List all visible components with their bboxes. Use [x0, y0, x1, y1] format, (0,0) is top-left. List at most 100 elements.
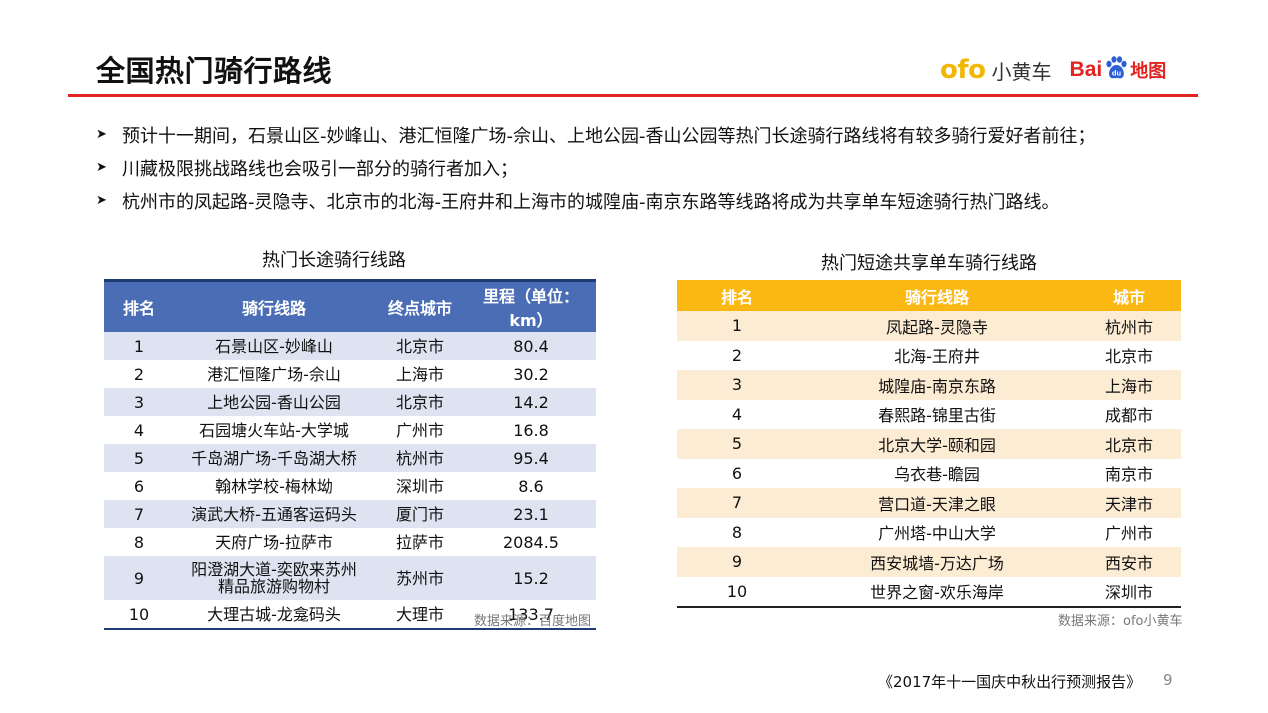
- arrow-bullet-icon: ➤: [96, 160, 107, 175]
- route-cell: 天府广场-拉萨市: [174, 528, 374, 556]
- short-table-caption: 热门短途共享单车骑行线路: [821, 253, 1037, 274]
- table-row: 5 千岛湖广场-千岛湖大桥 杭州市 95.4: [104, 444, 596, 472]
- rank-cell: 9: [104, 556, 174, 600]
- city-cell: 北京市: [1077, 429, 1181, 459]
- rank-cell: 8: [677, 517, 797, 547]
- bullet-item: ➤ 杭州市的凤起路-灵隐寺、北京市的北海-王府井和上海市的城隍庙-南京东路等线路…: [96, 184, 1216, 217]
- route-cell: 千岛湖广场-千岛湖大桥: [174, 444, 374, 472]
- city-cell: 杭州市: [374, 444, 466, 472]
- ofo-logo: ofo: [940, 55, 986, 85]
- route-cell: 广州塔-中山大学: [797, 517, 1077, 547]
- city-cell: 厦门市: [374, 500, 466, 528]
- table-row: 2 港汇恒隆广场-佘山 上海市 30.2: [104, 360, 596, 388]
- distance-cell: 133.7: [466, 600, 596, 629]
- route-cell: 营口道-天津之眼: [797, 488, 1077, 518]
- table-row: 9 西安城墙-万达广场 西安市: [677, 547, 1181, 577]
- rank-cell: 1: [104, 332, 174, 360]
- distance-cell: 30.2: [466, 360, 596, 388]
- city-cell: 深圳市: [1077, 576, 1181, 607]
- arrow-bullet-icon: ➤: [96, 127, 107, 142]
- city-cell: 北京市: [374, 332, 466, 360]
- ofo-logo-cn: 小黄车: [991, 59, 1052, 84]
- route-cell: 港汇恒隆广场-佘山: [174, 360, 374, 388]
- distance-cell: 16.8: [466, 416, 596, 444]
- distance-cell: 2084.5: [466, 528, 596, 556]
- table-header-row: 排名 骑行线路 终点城市 里程（单位：km）: [104, 280, 596, 332]
- baidu-logo-du: du: [1112, 69, 1122, 78]
- table-header-row: 排名 骑行线路 城市: [677, 280, 1181, 311]
- short-route-table: 排名 骑行线路 城市 1 凤起路-灵隐寺 杭州市 2 北海-王府井 北京市 3 城隍庙-南京东…: [677, 280, 1181, 608]
- route-cell: 上地公园-香山公园: [174, 388, 374, 416]
- table-row: 6 翰林学校-梅林坳 深圳市 8.6: [104, 472, 596, 500]
- rank-cell: 4: [104, 416, 174, 444]
- rank-cell: 10: [104, 600, 174, 629]
- rank-cell: 1: [677, 311, 797, 341]
- rank-cell: 4: [677, 399, 797, 429]
- column-header: 排名: [677, 280, 797, 311]
- distance-cell: 80.4: [466, 332, 596, 360]
- table-row: 7 营口道-天津之眼 天津市: [677, 488, 1181, 518]
- city-cell: 成都市: [1077, 399, 1181, 429]
- table-row: 10 世界之窗-欢乐海岸 深圳市: [677, 576, 1181, 607]
- route-cell: 乌衣巷-瞻园: [797, 458, 1077, 488]
- route-cell: 石园塘火车站-大学城: [174, 416, 374, 444]
- table-row: 5 北京大学-颐和园 北京市: [677, 429, 1181, 459]
- rank-cell: 2: [104, 360, 174, 388]
- table-row: 4 春熙路-锦里古街 成都市: [677, 399, 1181, 429]
- column-header: 骑行线路: [797, 280, 1077, 311]
- rank-cell: 6: [677, 458, 797, 488]
- rank-cell: 2: [677, 340, 797, 370]
- route-cell: 阳澄湖大道-奕欧来苏州精品旅游购物村: [174, 556, 374, 600]
- table-row: 1 凤起路-灵隐寺 杭州市: [677, 311, 1181, 341]
- baidu-paw-icon: du: [1103, 55, 1129, 81]
- long-table-source: 数据来源：百度地图: [474, 614, 592, 629]
- route-cell: 翰林学校-梅林坳: [174, 472, 374, 500]
- rank-cell: 7: [104, 500, 174, 528]
- table-row: 3 城隍庙-南京东路 上海市: [677, 370, 1181, 400]
- city-cell: 拉萨市: [374, 528, 466, 556]
- table-row: 4 石园塘火车站-大学城 广州市 16.8: [104, 416, 596, 444]
- distance-cell: 23.1: [466, 500, 596, 528]
- route-cell: 北海-王府井: [797, 340, 1077, 370]
- route-cell: 大理古城-龙龛码头: [174, 600, 374, 629]
- rank-cell: 3: [104, 388, 174, 416]
- table-row: 7 演武大桥-五通客运码头 厦门市 23.1: [104, 500, 596, 528]
- bullet-list: ➤ 预计十一期间，石景山区-妙峰山、港汇恒隆广场-佘山、上地公园-香山公园等热门…: [96, 118, 1216, 217]
- bullet-item: ➤ 预计十一期间，石景山区-妙峰山、港汇恒隆广场-佘山、上地公园-香山公园等热门…: [96, 118, 1216, 151]
- column-header: 终点城市: [374, 280, 466, 332]
- rank-cell: 9: [677, 547, 797, 577]
- bullet-text: 杭州市的凤起路-灵隐寺、北京市的北海-王府井和上海市的城隍庙-南京东路等线路将成…: [122, 191, 1060, 213]
- long-route-table: 排名 骑行线路 终点城市 里程（单位：km） 1 石景山区-妙峰山 北京市 80.4 2…: [104, 279, 596, 630]
- route-cell: 凤起路-灵隐寺: [797, 311, 1077, 341]
- long-table-caption: 热门长途骑行线路: [262, 250, 406, 271]
- column-header: 里程（单位：km）: [466, 280, 596, 332]
- distance-cell: 8.6: [466, 472, 596, 500]
- city-cell: 大理市: [374, 600, 466, 629]
- table-row: 1 石景山区-妙峰山 北京市 80.4: [104, 332, 596, 360]
- rank-cell: 8: [104, 528, 174, 556]
- page-number: 9: [1163, 671, 1173, 689]
- city-cell: 苏州市: [374, 556, 466, 600]
- distance-cell: 15.2: [466, 556, 596, 600]
- table-row: 2 北海-王府井 北京市: [677, 340, 1181, 370]
- distance-cell: 95.4: [466, 444, 596, 472]
- rank-cell: 10: [677, 576, 797, 607]
- city-cell: 深圳市: [374, 472, 466, 500]
- route-cell: 北京大学-颐和园: [797, 429, 1077, 459]
- route-cell: 演武大桥-五通客运码头: [174, 500, 374, 528]
- table-row: 10 大理古城-龙龛码头 大理市 133.7: [104, 600, 596, 629]
- route-cell: 世界之窗-欢乐海岸: [797, 576, 1077, 607]
- table-row: 8 天府广场-拉萨市 拉萨市 2084.5: [104, 528, 596, 556]
- rank-cell: 7: [677, 488, 797, 518]
- distance-cell: 14.2: [466, 388, 596, 416]
- bullet-text: 川藏极限挑战路线也会吸引一部分的骑行者加入；: [122, 158, 518, 180]
- route-cell: 西安城墙-万达广场: [797, 547, 1077, 577]
- table-row: 8 广州塔-中山大学 广州市: [677, 517, 1181, 547]
- city-cell: 天津市: [1077, 488, 1181, 518]
- rank-cell: 6: [104, 472, 174, 500]
- city-cell: 广州市: [374, 416, 466, 444]
- city-cell: 南京市: [1077, 458, 1181, 488]
- city-cell: 杭州市: [1077, 311, 1181, 341]
- table-row: 6 乌衣巷-瞻园 南京市: [677, 458, 1181, 488]
- arrow-bullet-icon: ➤: [96, 193, 107, 208]
